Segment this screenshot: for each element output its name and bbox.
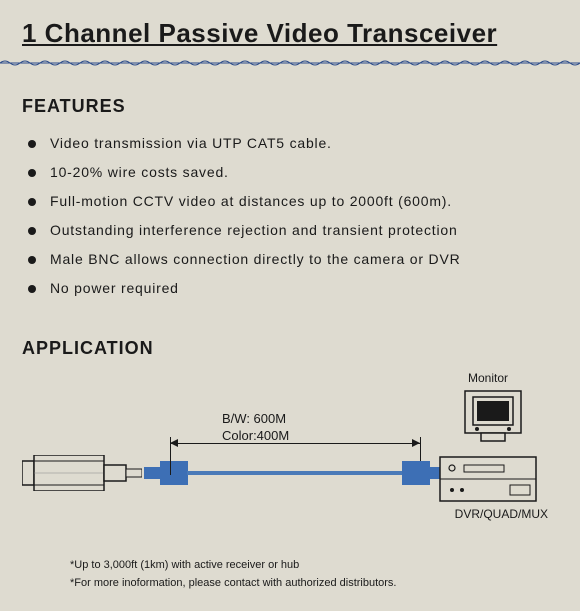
decorative-divider <box>0 59 580 67</box>
application-header: APPLICATION <box>22 338 558 359</box>
feature-item: Outstanding interference rejection and t… <box>28 222 558 238</box>
feature-item: Full-motion CCTV video at distances up t… <box>28 193 558 209</box>
features-list: Video transmission via UTP CAT5 cable. 1… <box>28 135 558 296</box>
dimension-arrow <box>170 439 178 447</box>
monitor-label: Monitor <box>468 371 508 385</box>
application-diagram: Monitor B/W: 600M Color:400M <box>22 377 558 527</box>
distance-spec: B/W: 600M Color:400M <box>222 411 289 445</box>
dvr-icon <box>438 455 538 503</box>
dvr-label: DVR/QUAD/MUX <box>455 507 548 521</box>
footnote-line: *Up to 3,000ft (1km) with active receive… <box>70 556 397 575</box>
feature-item: No power required <box>28 280 558 296</box>
camera-icon <box>22 455 142 491</box>
utp-cable <box>187 471 402 475</box>
features-header: FEATURES <box>22 96 558 117</box>
dimension-line <box>170 443 420 444</box>
spec-bw: B/W: 600M <box>222 411 289 428</box>
footnotes: *Up to 3,000ft (1km) with active receive… <box>70 556 397 593</box>
feature-item: Male BNC allows connection directly to t… <box>28 251 558 267</box>
dimension-arrow <box>412 439 420 447</box>
footnote-line: *For more inoformation, please contact w… <box>70 574 397 593</box>
monitor-icon <box>463 389 523 443</box>
balun-left-icon <box>144 461 188 485</box>
feature-item: Video transmission via UTP CAT5 cable. <box>28 135 558 151</box>
feature-item: 10-20% wire costs saved. <box>28 164 558 180</box>
page-title: 1 Channel Passive Video Transceiver <box>22 18 558 49</box>
